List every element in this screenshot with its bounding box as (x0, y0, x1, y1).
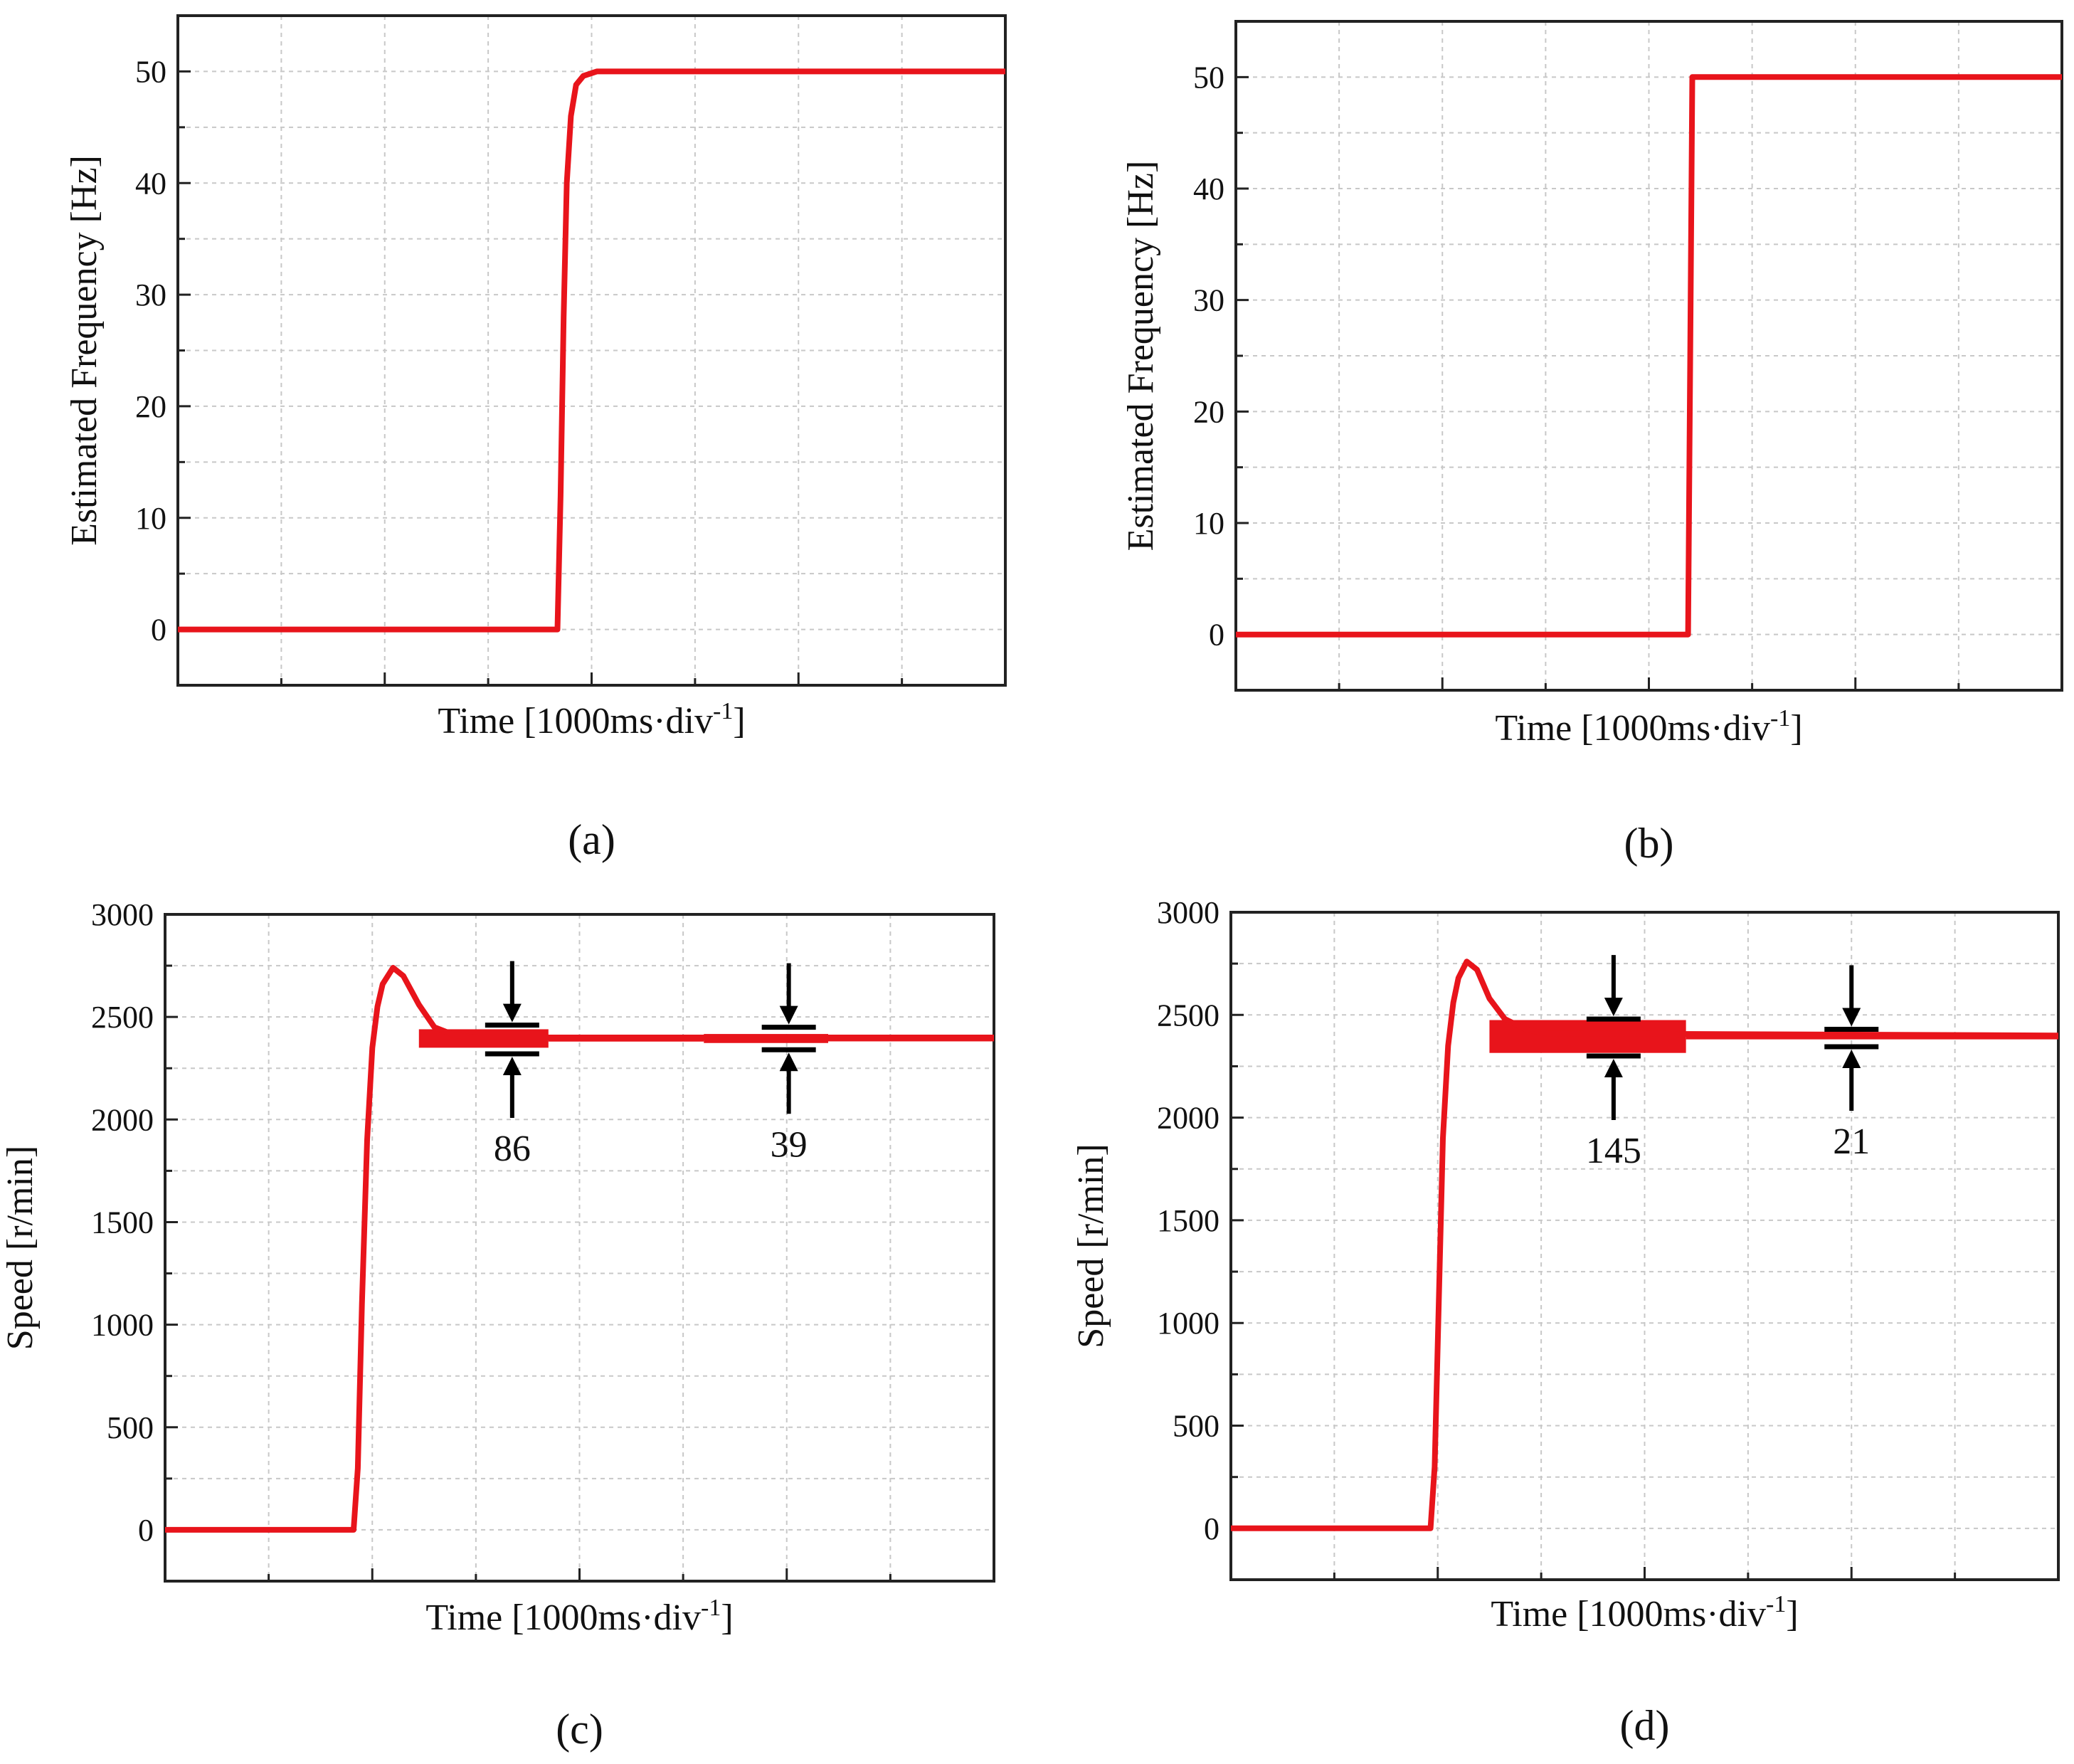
y-tick-label: 30 (135, 278, 166, 312)
chart-panel-c: 0 500 1000 1500 2000 2500 3000 Speed [r/min] Tim… (0, 897, 995, 1753)
panel-label: (a) (568, 816, 615, 863)
up-arrow-head (1604, 1059, 1623, 1078)
y-tick-label: 500 (107, 1410, 154, 1445)
x-axis-label-main: Time [1000ms·div (1495, 708, 1770, 749)
y-tick-label: 0 (1209, 618, 1224, 653)
panel-label: (c) (556, 1706, 603, 1753)
x-axis-label-close: ] (733, 701, 745, 741)
y-tick-label: 10 (1193, 506, 1224, 541)
y-axis-label: Estimated Frequency [Hz] (64, 155, 105, 546)
down-arrow-head (1604, 998, 1623, 1017)
y-tick-label: 0 (1204, 1511, 1219, 1546)
down-arrow-head (779, 1005, 798, 1025)
y-axis-label: Estimated Frequency [Hz] (1121, 161, 1161, 551)
y-tick-label: 10 (135, 501, 166, 536)
x-axis-label-close: ] (1786, 1594, 1798, 1634)
y-tick-label: 20 (135, 389, 166, 424)
y-tick-label: 1000 (91, 1308, 154, 1343)
chart-panel-b: 0 10 20 30 40 50 Estimated Frequency [Hz] Time … (1121, 20, 2063, 867)
up-arrow-head (1842, 1050, 1861, 1069)
ripple-value-label: 21 (1833, 1121, 1870, 1162)
y-tick-label: 3000 (91, 897, 154, 932)
y-axis-label: Speed [r/min] (0, 1146, 41, 1350)
y-tick-label: 1500 (1157, 1203, 1219, 1238)
y-tick-label: 2000 (91, 1102, 154, 1137)
x-axis-label-main: Time [1000ms·div (425, 1597, 701, 1638)
x-axis-label-sup: -1 (701, 1595, 721, 1621)
x-axis-label-main: Time [1000ms·div (1491, 1594, 1766, 1634)
x-axis-label: Time [1000ms·div-1] (1495, 705, 1802, 749)
x-axis-label: Time [1000ms·div-1] (425, 1595, 733, 1638)
ripple-value-label: 86 (494, 1129, 531, 1169)
ripple-annotation: 86 (485, 961, 539, 1169)
down-arrow-head (502, 1003, 522, 1023)
y-tick-label: 500 (1173, 1409, 1219, 1444)
panel-label: (b) (1624, 820, 1674, 867)
y-tick-label: 2500 (91, 1000, 154, 1035)
chart-panel-a: 0 10 20 30 40 50 Estimated Frequency [Hz] Time … (64, 14, 1007, 863)
x-axis-label-sup: -1 (713, 698, 733, 724)
y-tick-label: 3000 (1157, 895, 1219, 930)
ripple-value-label: 145 (1586, 1131, 1641, 1171)
x-axis-label-main: Time [1000ms·div (438, 701, 713, 741)
ripple-value-label: 39 (771, 1124, 808, 1165)
y-tick-label: 2500 (1157, 998, 1219, 1032)
y-tick-label: 0 (151, 613, 166, 648)
x-axis-label-sup: -1 (1766, 1591, 1786, 1617)
ripple-annotation: 39 (761, 963, 816, 1165)
up-arrow-head (779, 1052, 798, 1072)
y-tick-label: 40 (1193, 171, 1224, 206)
y-tick-label: 0 (138, 1513, 154, 1548)
x-axis-label: Time [1000ms·div-1] (438, 698, 745, 741)
series-line (1236, 74, 2062, 638)
y-tick-label: 30 (1193, 283, 1224, 318)
y-tick-label: 20 (1193, 394, 1224, 429)
y-tick-label: 2000 (1157, 1101, 1219, 1136)
y-axis-label: Speed [r/min] (1071, 1144, 1111, 1348)
series-line (178, 68, 1005, 633)
x-axis-label-sup: -1 (1770, 705, 1790, 732)
ripple-annotation: 21 (1824, 965, 1879, 1162)
x-axis-label: Time [1000ms·div-1] (1491, 1591, 1798, 1634)
chart-panel-d: 0 500 1000 1500 2000 2500 3000 Speed [r/min] Tim… (1071, 895, 2060, 1749)
y-tick-label: 1500 (91, 1205, 154, 1240)
down-arrow-head (1842, 1008, 1861, 1027)
y-tick-label: 50 (135, 54, 166, 89)
series-line (165, 965, 994, 1533)
panel-label: (d) (1620, 1702, 1670, 1749)
y-tick-label: 1000 (1157, 1306, 1219, 1341)
series-line (1231, 958, 2059, 1531)
y-tick-label: 50 (1193, 60, 1224, 95)
up-arrow-head (502, 1057, 522, 1076)
y-tick-label: 40 (135, 166, 166, 201)
x-axis-label-close: ] (721, 1597, 733, 1638)
ripple-annotation: 145 (1586, 955, 1641, 1171)
x-axis-label-close: ] (1790, 708, 1802, 749)
